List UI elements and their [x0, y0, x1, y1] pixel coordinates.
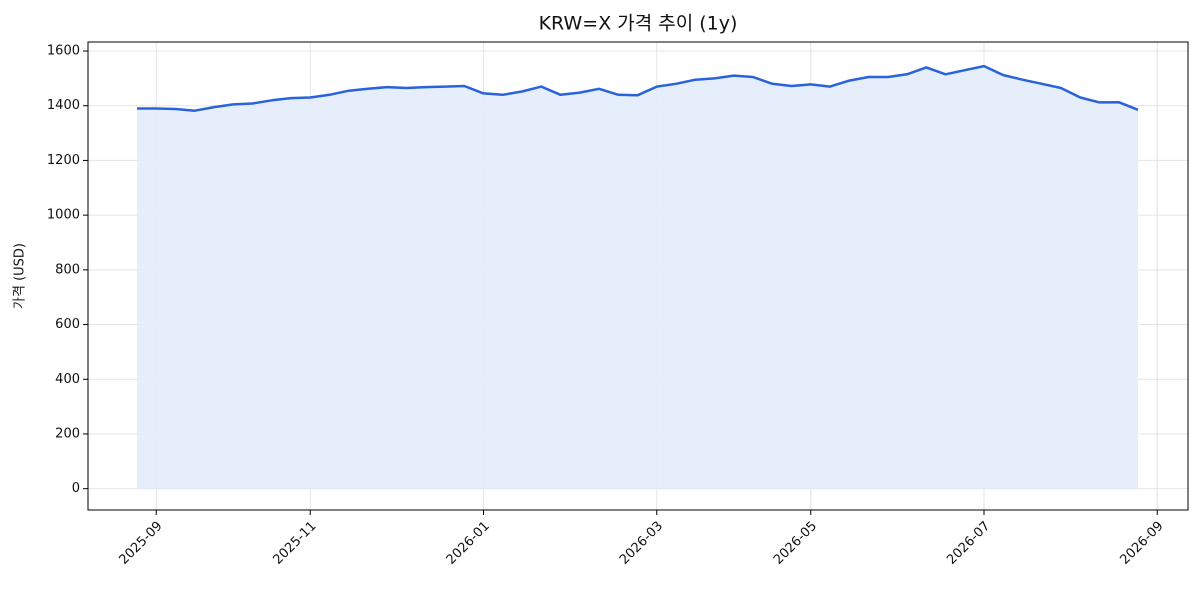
chart-title: KRW=X 가격 추이 (1y) — [539, 13, 738, 35]
y-tick-label: 1600 — [47, 44, 80, 59]
x-tick-label: 2026-01 — [444, 519, 493, 568]
x-tick-label: 2025-09 — [117, 519, 166, 568]
y-axis-label: 가격 (USD) — [13, 243, 28, 309]
y-tick-label: 800 — [55, 262, 80, 277]
x-tick-label: 2025-11 — [271, 519, 320, 568]
x-tick-label: 2026-09 — [1118, 519, 1167, 568]
x-tick-label: 2026-05 — [771, 519, 820, 568]
y-tick-label: 200 — [55, 426, 80, 441]
x-tick-label: 2026-03 — [617, 519, 666, 568]
y-tick-label: 1000 — [47, 208, 80, 223]
y-tick-label: 400 — [55, 372, 80, 387]
x-tick-label: 2026-07 — [944, 519, 993, 568]
area — [137, 66, 1138, 489]
y-tick-label: 1200 — [47, 153, 80, 168]
y-tick-label: 1400 — [47, 98, 80, 113]
plot-frame — [87, 41, 1189, 511]
y-tick-label: 600 — [55, 317, 80, 332]
y-tick-label: 0 — [72, 481, 80, 496]
line — [137, 64, 1139, 112]
